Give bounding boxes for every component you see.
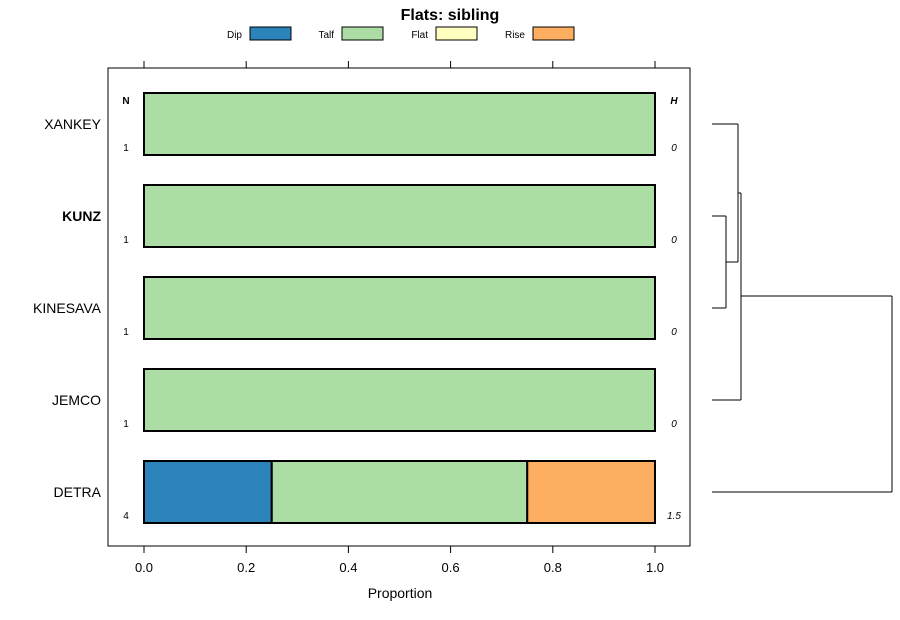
legend-label-flat: Flat: [411, 30, 428, 41]
legend-swatch-dip: [249, 26, 292, 41]
bar-detra-talf: [270, 460, 529, 524]
legend-label-talf: Talf: [318, 30, 334, 41]
n-value: 1: [123, 235, 129, 246]
legend: Dip Talf Flat Rise: [227, 26, 575, 41]
n-value: 1: [123, 419, 129, 430]
x-tick-label: 1.0: [646, 560, 664, 575]
chart-title: Flats: sibling: [401, 7, 500, 24]
bar-detra-rise: [526, 460, 656, 524]
row-label-kunz: KUNZ: [62, 208, 101, 224]
bar-xankey-talf: [143, 92, 656, 156]
h-value: 1.5: [667, 511, 681, 522]
row-label-kinesava: KINESAVA: [33, 300, 102, 316]
x-tick-label: 0.4: [339, 560, 357, 575]
n-value: 1: [123, 143, 129, 154]
legend-swatch-rise: [532, 26, 575, 41]
bar-jemco-talf: [143, 368, 656, 432]
n-value: 1: [123, 327, 129, 338]
bars: [143, 92, 656, 524]
x-axis: 0.0 0.2 0.4 0.6 0.8 1.0: [135, 61, 664, 575]
h-value: 0: [671, 419, 677, 430]
dendrogram: [712, 123, 893, 493]
legend-swatch-flat: [435, 26, 478, 41]
bar-kinesava-talf: [143, 276, 656, 340]
row-label-xankey: XANKEY: [44, 116, 101, 132]
x-tick-label: 0.0: [135, 560, 153, 575]
h-value: 0: [671, 327, 677, 338]
x-tick-label: 0.2: [237, 560, 255, 575]
annotations: 1 0 1 0 1 0 1 0 4 1.5: [123, 143, 681, 522]
n-header: N: [122, 96, 129, 107]
n-value: 4: [123, 511, 129, 522]
bar-detra-dip: [143, 460, 273, 524]
x-axis-label: Proportion: [368, 585, 433, 601]
legend-label-rise: Rise: [505, 30, 525, 41]
x-tick-label: 0.8: [544, 560, 562, 575]
row-labels: XANKEY KUNZ KINESAVA JEMCO DETRA: [33, 116, 102, 500]
h-value: 0: [671, 143, 677, 154]
h-header: H: [670, 96, 678, 107]
h-value: 0: [671, 235, 677, 246]
legend-swatch-talf: [341, 26, 384, 41]
plot-frame: [107, 67, 691, 547]
legend-label-dip: Dip: [227, 30, 242, 41]
x-tick-label: 0.6: [442, 560, 460, 575]
row-label-detra: DETRA: [54, 484, 102, 500]
bar-kunz-talf: [143, 184, 656, 248]
row-label-jemco: JEMCO: [52, 392, 101, 408]
